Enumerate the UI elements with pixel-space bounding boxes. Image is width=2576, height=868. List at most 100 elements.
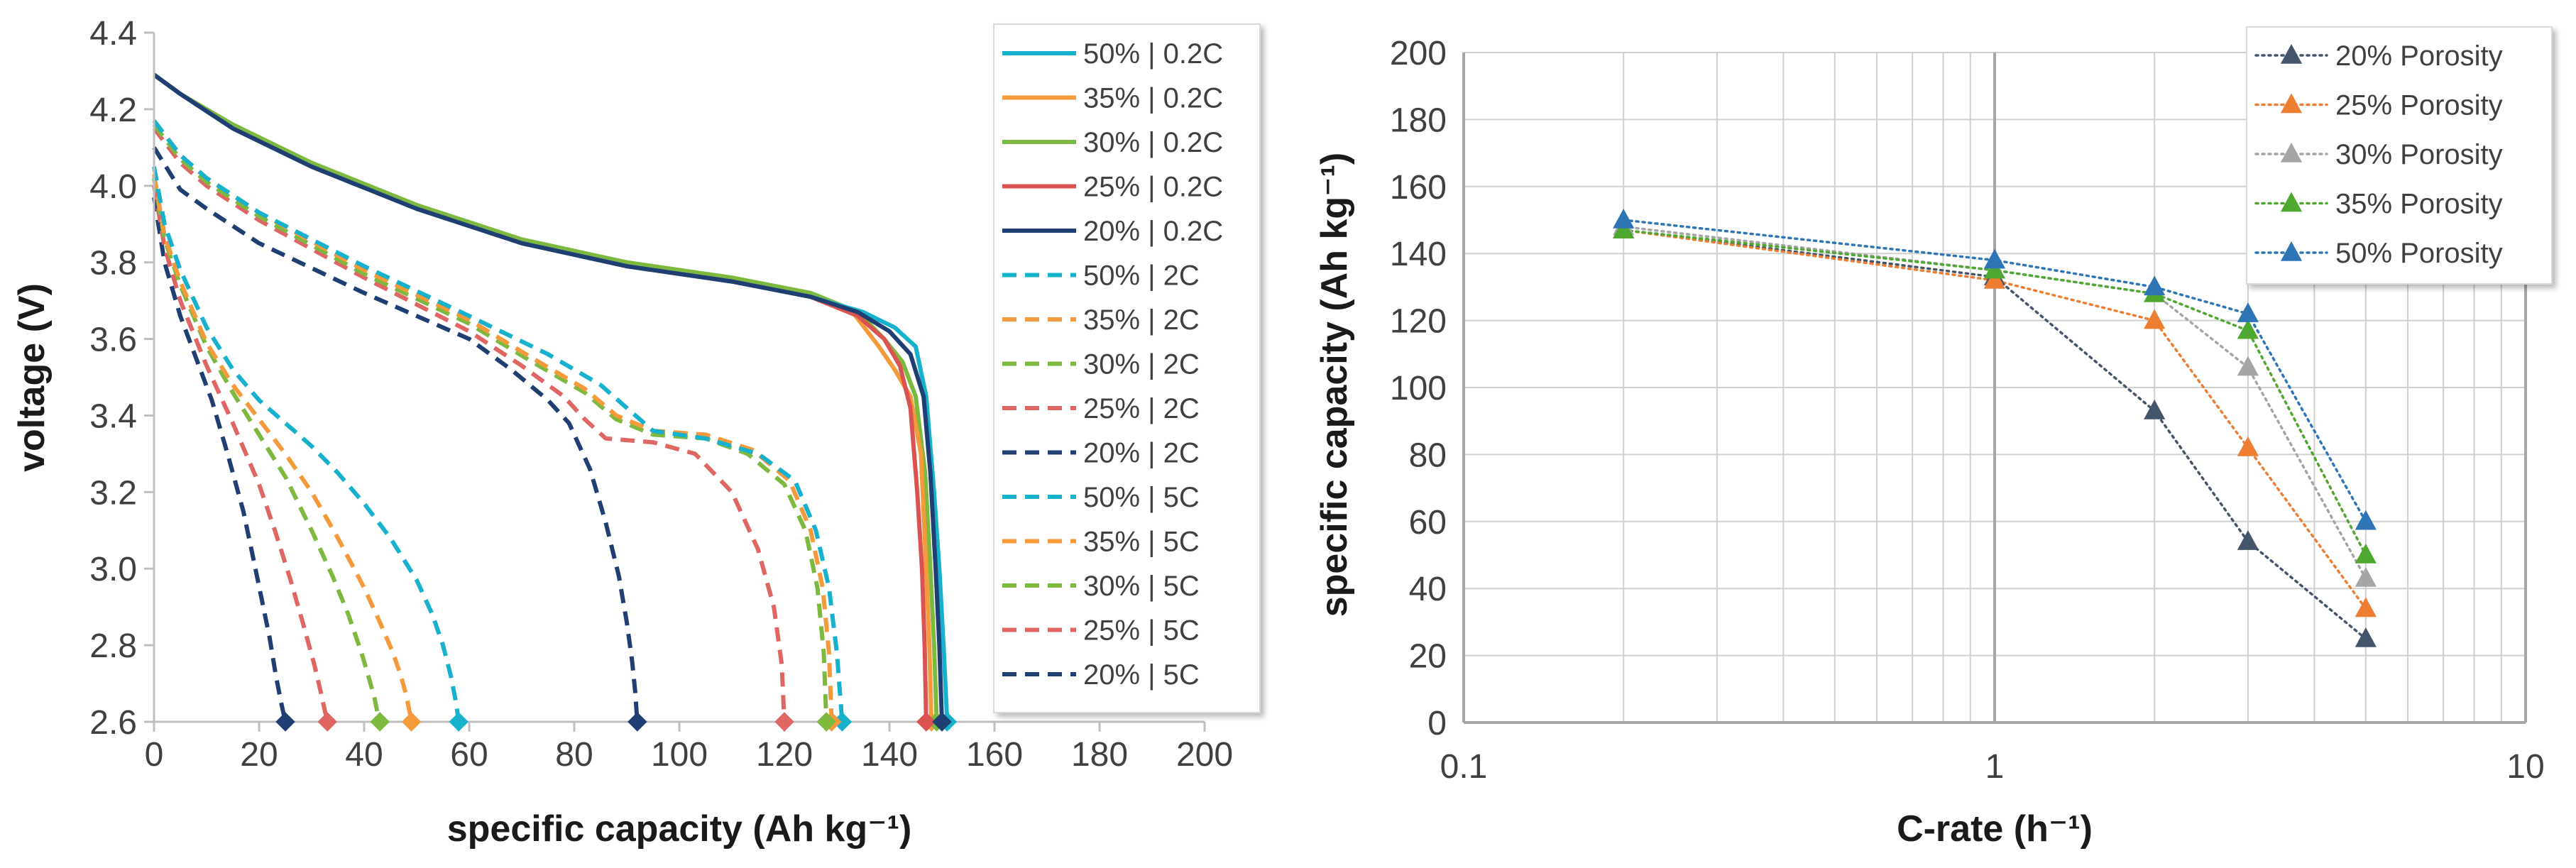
legend: 50% | 0.2C 35% | 0.2C 30% | 0.2C 25% | 0.2C… — [993, 23, 1261, 713]
legend-label: 20% | 0.2C — [1083, 216, 1223, 247]
x-axis-title: specific capacity (Ah kg⁻¹) — [447, 808, 912, 850]
series-line-20-5c — [152, 197, 287, 723]
x-axis-title: C-rate (h⁻¹) — [1897, 808, 2093, 850]
legend-entry-20-porosity: 20% Porosity — [2254, 40, 2503, 72]
series-line-25-2c — [152, 127, 786, 723]
series-line-25-0-2c — [153, 72, 928, 723]
y-axis-title: specific capacity (Ah kg⁻¹) — [1314, 153, 1355, 617]
x-tick-labels: 0.1 1 10 — [1440, 748, 2545, 786]
y-tick-label: 3.4 — [89, 397, 137, 435]
legend: 20% Porosity 25% Porosity 30% Porosity 35% … — [2246, 26, 2553, 285]
legend-label: 35% | 0.2C — [1083, 83, 1223, 114]
legend-box — [993, 23, 1261, 713]
legend-entry-35-2c: 35% | 2C — [1002, 304, 1200, 336]
legend-entry-25-5c: 25% | 5C — [1002, 615, 1200, 647]
series-35-porosity — [1622, 229, 2367, 556]
end-marker-25-5c — [317, 712, 337, 732]
y-tick-label: 2.6 — [89, 704, 137, 742]
legend-label: 25% | 2C — [1083, 393, 1200, 424]
series-line-30-2c — [152, 123, 829, 723]
y-tick-label: 2.8 — [89, 627, 137, 665]
legend-swatch-marker — [2280, 43, 2303, 64]
data-point — [2237, 319, 2259, 339]
legend-label: 20% | 5C — [1083, 659, 1200, 691]
data-point — [2237, 436, 2259, 456]
series-line-50-5c — [152, 166, 461, 723]
x-tick-label: 20 — [240, 736, 278, 774]
legend-label: 30% | 5C — [1083, 571, 1200, 602]
y-tick-label: 4.2 — [89, 92, 137, 129]
x-tick-label: 120 — [756, 736, 813, 774]
legend-entry-20-5c: 20% | 5C — [1002, 659, 1200, 691]
series-line-20-0-2c — [153, 72, 944, 723]
y-tick-label: 200 — [1390, 35, 1447, 72]
series-line-50-2c — [152, 119, 845, 723]
legend-entry-30-0-2c: 30% | 0.2C — [1002, 127, 1223, 158]
legend-label: 50% | 5C — [1083, 482, 1200, 513]
voltage-capacity-chart: 2.6 2.8 3.0 3.2 3.4 3.6 3.8 4.0 4.2 4.4 0 20 40 60 80… — [11, 15, 1261, 850]
end-marker-20-2c — [627, 712, 647, 732]
legend-label: 50% | 2C — [1083, 260, 1200, 292]
legend-label: 25% | 0.2C — [1083, 172, 1223, 203]
markers-35-porosity — [1613, 219, 2377, 564]
legend-label: 30% Porosity — [2335, 139, 2503, 170]
legend-entry-25-0-2c: 25% | 0.2C — [1002, 172, 1223, 203]
end-marker-20-5c — [275, 712, 295, 732]
y-tick-label: 120 — [1390, 303, 1447, 341]
gridlines — [1462, 52, 2527, 724]
y-tick-label: 80 — [1409, 436, 1447, 474]
legend-label: 35% Porosity — [2335, 189, 2503, 220]
legend-entry-30-5c: 30% | 5C — [1002, 571, 1200, 602]
legend-label: 20% | 2C — [1083, 438, 1200, 469]
y-tick-label: 100 — [1390, 370, 1447, 407]
y-tick-label: 3.0 — [89, 551, 137, 588]
series-line — [1622, 229, 2367, 556]
data-point — [2144, 399, 2166, 419]
series-line-35-0-2c — [153, 72, 934, 723]
series-line-20-2c — [152, 146, 640, 723]
legend-entry-35-5c: 35% | 5C — [1002, 527, 1200, 558]
legend-label: 25% | 5C — [1083, 615, 1200, 647]
y-tick-label: 3.2 — [89, 474, 137, 512]
legend-entry-20-2c: 20% | 2C — [1002, 438, 1200, 469]
legend-entry-50-porosity: 50% Porosity — [2254, 238, 2503, 269]
y-tick-label: 140 — [1390, 236, 1447, 273]
end-marker-20-0-2c — [932, 712, 952, 732]
y-tick-label: 3.8 — [89, 245, 137, 282]
data-point — [1983, 268, 2006, 289]
legend-label: 20% Porosity — [2335, 40, 2503, 72]
end-marker-25-2c — [774, 712, 794, 732]
legend-entry-50-2c: 50% | 2C — [1002, 260, 1200, 292]
legend-entry-20-0-2c: 20% | 0.2C — [1002, 216, 1223, 247]
x-tick-label: 0 — [145, 736, 164, 774]
porosity-series — [1613, 208, 2377, 647]
legend-entry-35-0-2c: 35% | 0.2C — [1002, 83, 1223, 114]
capacity-crate-chart: 0 20 40 60 80 100 120 140 160 180 200 0.1 1 10 C-rat… — [1314, 26, 2553, 850]
y-tick-label: 4.4 — [89, 15, 137, 53]
end-marker-25-0-2c — [916, 712, 936, 732]
data-point — [1613, 219, 1635, 238]
legend-entry-35-porosity: 35% Porosity — [2254, 189, 2503, 220]
legend-label: 25% Porosity — [2335, 90, 2503, 121]
data-point — [2355, 627, 2377, 647]
x-tick-label: 10 — [2506, 748, 2544, 786]
data-point — [1983, 248, 2006, 269]
series-line-30-5c — [152, 177, 383, 723]
data-point — [2237, 356, 2259, 376]
legend-entry-50-5c: 50% | 5C — [1002, 482, 1200, 513]
legend-label: 30% | 2C — [1083, 349, 1200, 380]
data-point — [2237, 302, 2259, 322]
x-tick-label: 200 — [1176, 736, 1233, 774]
legend-entry-50-0-2c: 50% | 0.2C — [1002, 38, 1223, 70]
y-tick-labels: 0 20 40 60 80 100 120 140 160 180 200 — [1390, 35, 1447, 742]
legend-label: 35% | 2C — [1083, 304, 1200, 336]
x-tick-label: 80 — [555, 736, 593, 774]
y-tick-label: 40 — [1409, 571, 1447, 608]
y-tick-label: 160 — [1390, 169, 1447, 207]
y-axis-title: voltage (V) — [11, 283, 53, 472]
x-tick-label: 140 — [861, 736, 918, 774]
series-line-35-5c — [152, 174, 414, 723]
discharge-curves — [152, 72, 950, 723]
legend-label: 30% | 0.2C — [1083, 127, 1223, 158]
x-tick-label: 40 — [345, 736, 383, 774]
